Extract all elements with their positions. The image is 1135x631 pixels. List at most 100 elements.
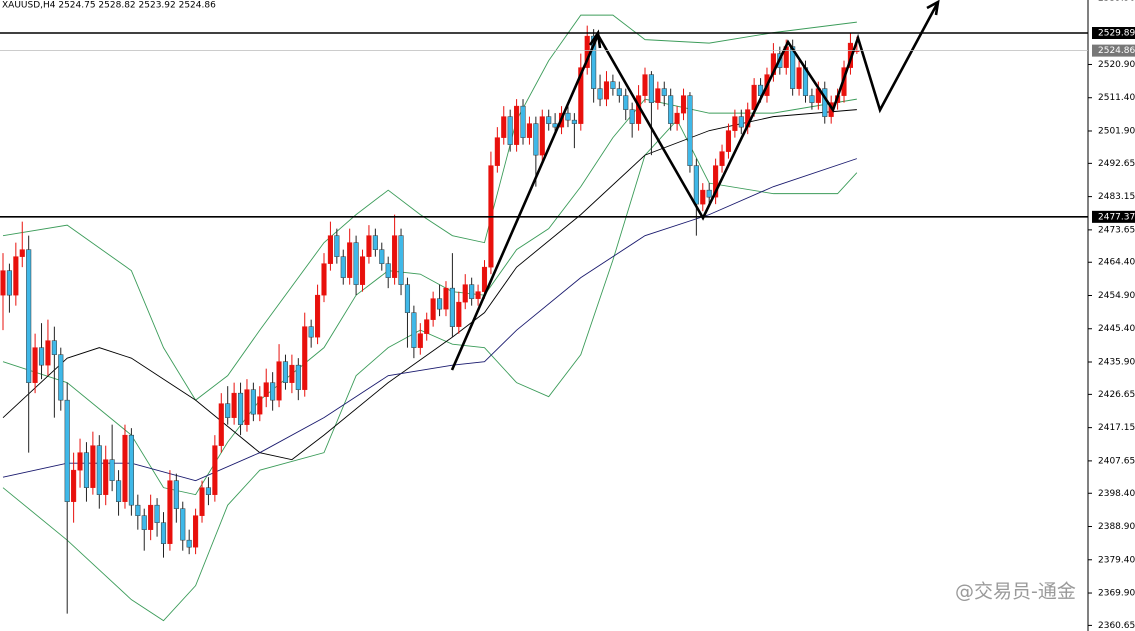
arrow-head bbox=[926, 0, 940, 16]
indicator-line bbox=[2, 14, 857, 401]
candle-body bbox=[565, 112, 571, 121]
candle-body bbox=[610, 81, 616, 89]
candle-body bbox=[520, 105, 526, 138]
candle-body bbox=[212, 445, 218, 495]
candle-body bbox=[449, 287, 455, 327]
candle-body bbox=[668, 95, 674, 124]
candle-body bbox=[501, 116, 507, 138]
candle-body bbox=[462, 284, 468, 303]
candle-body bbox=[26, 249, 32, 383]
candle-body bbox=[469, 284, 475, 299]
y-tick-label: 2483.15 bbox=[1098, 192, 1135, 202]
y-tick-label: 2388.90 bbox=[1098, 522, 1135, 532]
candle-body bbox=[430, 298, 436, 320]
candle-body bbox=[334, 235, 340, 257]
candle-body bbox=[456, 301, 462, 327]
price-label-bg bbox=[1092, 210, 1135, 223]
y-tick-label: 2360.65 bbox=[1098, 621, 1135, 631]
candle-body bbox=[353, 242, 359, 285]
candle-body bbox=[738, 116, 744, 128]
candle-body bbox=[148, 504, 154, 530]
candle-body bbox=[411, 312, 417, 348]
y-tick-label: 2464.40 bbox=[1098, 258, 1135, 268]
candle-body bbox=[578, 67, 584, 124]
candle-body bbox=[6, 270, 12, 296]
candle-body bbox=[128, 434, 134, 506]
candle-body bbox=[327, 235, 333, 264]
y-tick-label: 2417.15 bbox=[1098, 423, 1135, 433]
y-tick-label: 2369.90 bbox=[1098, 589, 1135, 599]
candle-body bbox=[398, 235, 404, 285]
candle-body bbox=[45, 340, 51, 366]
current-price-bg bbox=[1092, 44, 1135, 57]
candle-body bbox=[308, 326, 314, 338]
candle-body bbox=[758, 84, 764, 96]
candle-body bbox=[13, 256, 19, 296]
candle-body bbox=[404, 284, 411, 313]
candle-body bbox=[359, 256, 366, 285]
candle-body bbox=[719, 151, 725, 166]
candle-body bbox=[725, 130, 732, 152]
candle-body bbox=[282, 361, 289, 383]
zigzag-path bbox=[450, 3, 939, 371]
candle-body bbox=[0, 270, 6, 296]
candle-body bbox=[642, 74, 648, 96]
candle-body bbox=[58, 354, 64, 401]
y-tick-label: 2379.40 bbox=[1098, 555, 1135, 565]
candle-body bbox=[270, 382, 276, 401]
candle-body bbox=[231, 392, 237, 418]
y-tick-label: 2473.65 bbox=[1098, 225, 1135, 235]
candle-body bbox=[366, 235, 372, 257]
candle-body bbox=[154, 504, 160, 523]
y-tick-label: 2520.90 bbox=[1098, 60, 1135, 70]
candle-body bbox=[295, 364, 301, 390]
candle-body bbox=[379, 249, 385, 264]
candle-body bbox=[71, 469, 77, 502]
indicator-line bbox=[2, 158, 858, 482]
candle-body bbox=[661, 88, 667, 96]
candle-body bbox=[315, 294, 321, 338]
candle-body bbox=[257, 396, 263, 415]
candle-body bbox=[244, 389, 250, 425]
current-price-label: 2524.86 bbox=[1098, 46, 1135, 56]
candle-body bbox=[250, 389, 256, 415]
candle-body bbox=[591, 35, 597, 89]
candle-body bbox=[289, 364, 295, 383]
candle-body bbox=[83, 452, 90, 488]
y-tick-label: 2539.90 bbox=[1098, 0, 1135, 3]
candle-body bbox=[225, 403, 231, 418]
candle-body bbox=[347, 242, 353, 278]
y-tick-label: 2445.40 bbox=[1098, 324, 1135, 334]
candle-body bbox=[424, 319, 430, 334]
candle-body bbox=[809, 95, 815, 103]
candle-body bbox=[533, 123, 539, 156]
plot-area bbox=[0, 14, 860, 622]
candle-body bbox=[173, 480, 179, 509]
candle-body bbox=[180, 508, 186, 541]
candle-body bbox=[706, 189, 712, 198]
candle-body bbox=[103, 459, 109, 495]
chart-title: XAUUSD,H4 2524.75 2528.82 2523.92 2524.8… bbox=[2, 1, 216, 11]
candle-body bbox=[507, 116, 513, 145]
candle-body bbox=[372, 235, 378, 250]
candle-body bbox=[77, 452, 83, 471]
candle-body bbox=[713, 165, 719, 198]
candle-body bbox=[392, 235, 398, 278]
candle-body bbox=[475, 291, 481, 299]
candle-body bbox=[276, 361, 282, 401]
candle-body bbox=[539, 116, 545, 156]
candle-body bbox=[205, 487, 211, 495]
candle-body bbox=[385, 263, 391, 278]
candle-body bbox=[494, 137, 500, 166]
candle-body bbox=[218, 403, 224, 446]
candle-body bbox=[51, 340, 57, 355]
candle-body bbox=[199, 487, 205, 516]
candle-body bbox=[167, 480, 173, 544]
candle-body bbox=[616, 88, 622, 96]
candle-body bbox=[193, 515, 199, 548]
candle-body bbox=[443, 287, 449, 310]
y-tick-label: 2407.65 bbox=[1098, 456, 1135, 466]
candle-body bbox=[141, 515, 147, 530]
indicator-line bbox=[2, 109, 857, 461]
